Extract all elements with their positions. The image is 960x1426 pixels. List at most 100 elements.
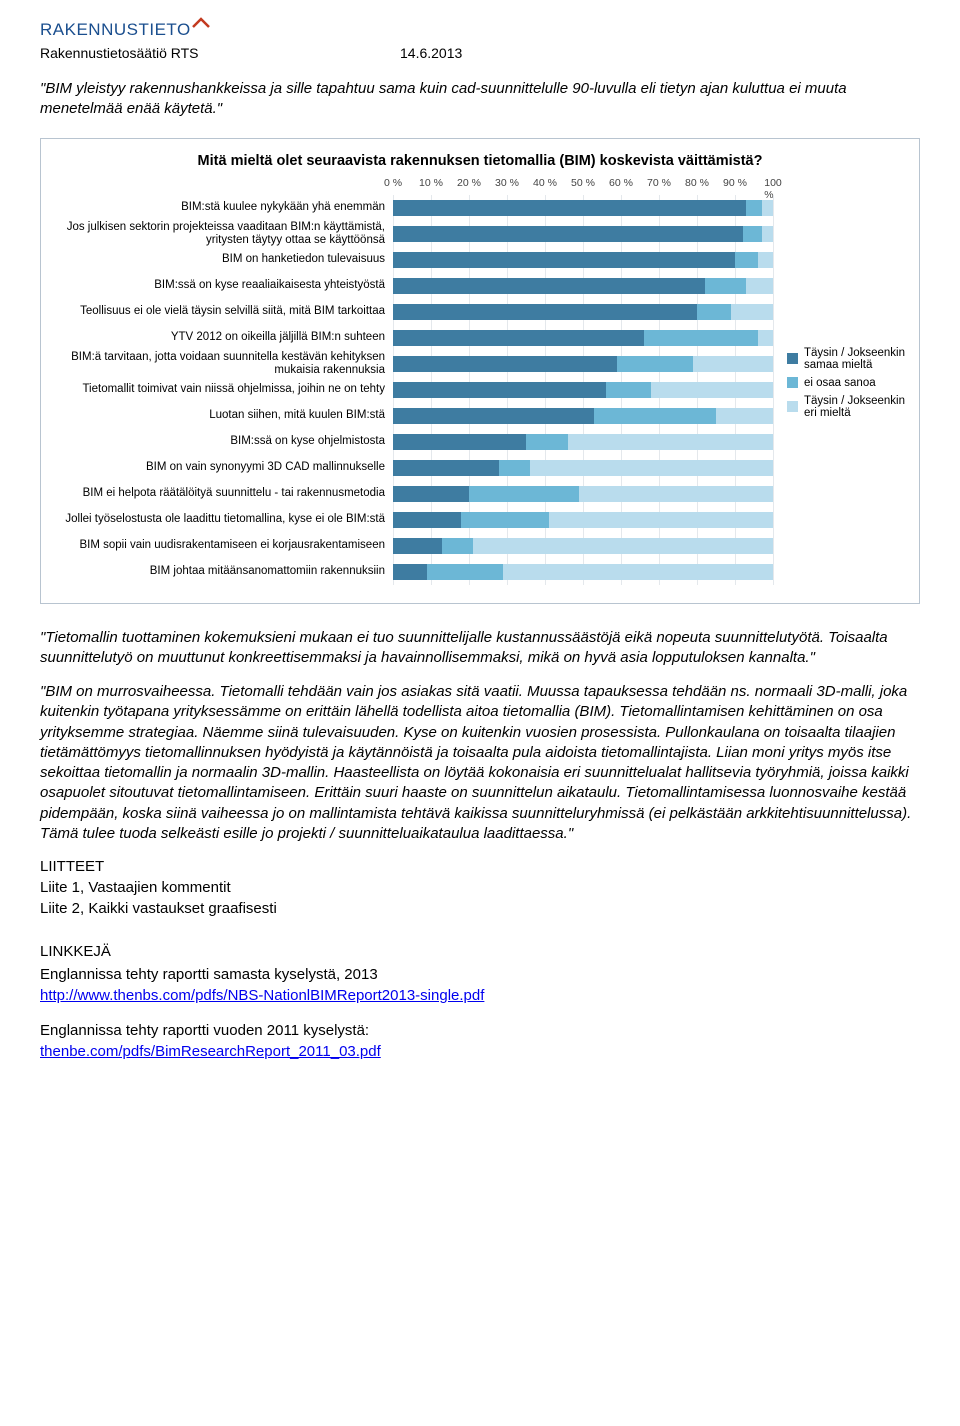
chart-bar [393,512,773,528]
chart-bar [393,278,773,294]
legend-label: ei osaa sanoa [804,377,876,389]
chart-row-label: BIM sopii vain uudisrakentamiseen ei kor… [79,539,385,552]
brand-logo: RAKENNUSTIETO [40,18,920,41]
attachments-heading: LIITTEET [40,858,920,875]
chart-labels: BIM:stä kuulee nykykään yhä enemmän Jos j… [53,177,393,585]
bar-segment [697,304,731,320]
chart-bar [393,460,773,476]
chart-bar [393,200,773,216]
chart-row-label: BIM on vain synonyymi 3D CAD mallinnukse… [146,461,385,474]
legend-swatch [787,377,798,388]
bar-segment [568,434,773,450]
axis-tick: 60 % [609,177,633,189]
bar-segment [393,538,442,554]
bar-segment [594,408,716,424]
chart-bar [393,330,773,346]
chart-row-label: Jos julkisen sektorin projekteissa vaadi… [53,221,385,246]
bar-segment [393,252,735,268]
bar-segment [393,356,617,372]
bar-segment [746,200,761,216]
chart-row-label: BIM:stä kuulee nykykään yhä enemmän [181,201,385,214]
chart-row-label: BIM:ssä on kyse ohjelmistosta [230,435,385,448]
link2-intro: Englannissa tehty raportti vuoden 2011 k… [40,1022,369,1039]
bar-segment [393,434,526,450]
doc-date: 14.6.2013 [400,45,920,61]
bar-segment [393,278,705,294]
roof-icon [192,16,210,39]
bar-segment [427,564,503,580]
bar-segment [758,252,773,268]
bar-segment [762,226,773,242]
chart-row-label: YTV 2012 on oikeilla jäljillä BIM:n suht… [171,331,385,344]
chart-bar [393,564,773,580]
links-section: LINKKEJÄ Englannissa tehty raportti sama… [40,941,920,1062]
chart-row-label: Jollei työselostusta ole laadittu tietom… [65,513,385,526]
chart-title: Mitä mieltä olet seuraavista rakennuksen… [53,153,907,169]
axis-tick: 0 % [384,177,402,189]
intro-quote: "BIM yleistyy rakennushankkeissa ja sill… [40,79,920,120]
body-quote-2: "BIM on murrosvaiheessa. Tietomalli tehd… [40,682,920,844]
chart-row-label: BIM:ä tarvitaan, jotta voidaan suunnitel… [53,351,385,376]
legend-label: Täysin / Jokseenkin samaa mieltä [804,347,907,371]
legend-swatch [787,401,798,412]
legend-label: Täysin / Jokseenkin eri mieltä [804,395,907,419]
bar-segment [530,460,773,476]
opinion-chart: Mitä mieltä olet seuraavista rakennuksen… [40,138,920,604]
bar-segment [503,564,773,580]
bar-segment [735,252,758,268]
bar-segment [461,512,548,528]
bar-segment [693,356,773,372]
bar-segment [606,382,652,398]
brand-text: RAKENNUSTIETO [40,18,210,41]
bar-segment [393,486,469,502]
axis-tick: 80 % [685,177,709,189]
chart-bars: 0 %10 %20 %30 %40 %50 %60 %70 %80 %90 %1… [393,177,773,585]
org-name: Rakennustietosäätiö RTS [40,45,400,61]
axis-tick: 20 % [457,177,481,189]
chart-row-label: Luotan siihen, mitä kuulen BIM:stä [209,409,385,422]
bar-segment [393,200,746,216]
bar-segment [549,512,773,528]
bar-segment [762,200,773,216]
bar-segment [731,304,773,320]
bar-segment [393,408,594,424]
chart-row-label: Teollisuus ei ole vielä täysin selvillä … [80,305,385,318]
link-nbs-2011[interactable]: thenbe.com/pdfs/BimResearchReport_2011_0… [40,1043,381,1060]
chart-row-label: Tietomallit toimivat vain niissä ohjelmi… [82,383,385,396]
bar-segment [758,330,773,346]
chart-legend: Täysin / Jokseenkin samaa mieltä ei osaa … [773,177,907,585]
axis-tick: 10 % [419,177,443,189]
bar-segment [644,330,758,346]
chart-bar [393,356,773,372]
axis-tick: 50 % [571,177,595,189]
legend-item: ei osaa sanoa [787,377,907,389]
link1-intro-a: Englannissa tehty [40,966,163,983]
bar-segment [617,356,693,372]
link-nbs-2013[interactable]: http://www.thenbs.com/pdfs/NBS-NationlBI… [40,987,484,1004]
bar-segment [716,408,773,424]
legend-swatch [787,353,798,364]
bar-segment [651,382,773,398]
chart-bar [393,486,773,502]
bar-segment [469,486,579,502]
chart-row-label: BIM ei helpota räätälöityä suunnittelu -… [83,487,385,500]
link1-intro-b: raportti samasta kyselystä, 2013 [163,966,378,983]
bar-segment [393,304,697,320]
chart-row-label: BIM:ssä on kyse reaaliaikaisesta yhteist… [154,279,385,292]
bar-segment [746,278,773,294]
bar-segment [473,538,773,554]
legend-item: Täysin / Jokseenkin samaa mieltä [787,347,907,371]
body-quote-1: "Tietomallin tuottaminen kokemuksieni mu… [40,628,920,669]
bar-segment [393,382,606,398]
bar-segment [393,564,427,580]
brand-label: RAKENNUSTIETO [40,20,191,40]
links-heading: LINKKEJÄ [40,941,920,962]
bar-segment [579,486,773,502]
meta-row: Rakennustietosäätiö RTS 14.6.2013 [40,45,920,61]
chart-bar [393,408,773,424]
link-block-1: Englannissa tehty raportti samasta kysel… [40,964,920,1006]
bar-segment [705,278,747,294]
bar-segment [526,434,568,450]
bar-segment [393,512,461,528]
chart-bar [393,304,773,320]
